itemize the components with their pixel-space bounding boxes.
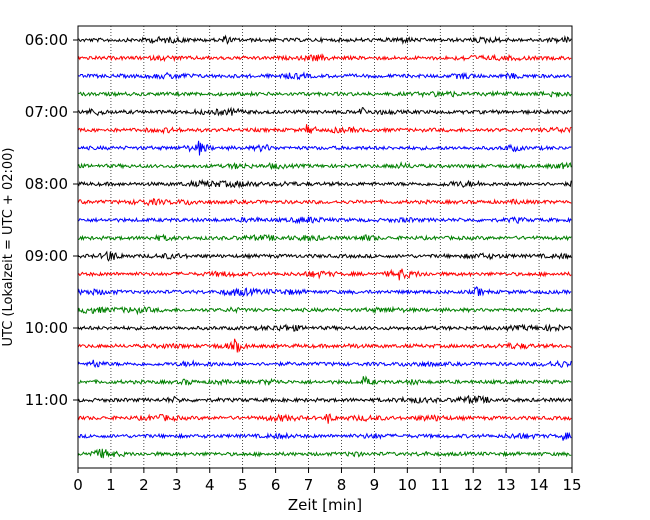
x-axis-label: Zeit [min]: [288, 496, 362, 514]
seismic-trace: [77, 323, 572, 333]
seismic-trace: [77, 216, 572, 225]
seismic-trace: [77, 178, 572, 189]
seismic-trace: [77, 431, 572, 441]
x-tick-label: 2: [139, 476, 149, 494]
seismic-trace: [77, 359, 572, 368]
x-tick-label: 9: [370, 476, 380, 494]
seismic-trace: [77, 106, 572, 117]
seismic-trace: [77, 89, 572, 99]
x-tick-label: 6: [271, 476, 281, 494]
seismic-trace: [77, 375, 572, 387]
seismic-traces: [77, 34, 572, 459]
y-tick-label: 11:00: [25, 391, 68, 409]
seismic-trace: [77, 233, 572, 242]
x-tick-label: 4: [205, 476, 215, 494]
x-tick-label: 13: [497, 476, 516, 494]
x-tick-label: 1: [106, 476, 116, 494]
seismic-trace: [77, 413, 572, 424]
seismic-trace: [77, 198, 572, 207]
x-tick-label: 7: [304, 476, 314, 494]
seismic-trace: [77, 305, 572, 316]
seismic-trace: [77, 140, 572, 156]
y-tick-label: 09:00: [25, 247, 68, 265]
x-axis-ticks: 0 1 2 3 4 5 6 7 8 9 10 11 12 13 14 15: [73, 468, 582, 494]
seismic-trace: [77, 394, 572, 405]
seismic-trace: [77, 53, 572, 63]
seismic-trace: [77, 338, 572, 353]
seismic-trace: [77, 448, 572, 459]
x-tick-label: 0: [73, 476, 83, 494]
plot-frame: [77, 25, 573, 469]
y-axis-ticks: 06:00 07:00 08:00 09:00 10:00 11:00: [25, 31, 78, 409]
x-tick-label: 11: [431, 476, 450, 494]
x-tick-label: 14: [530, 476, 549, 494]
seismic-trace: [77, 34, 572, 45]
seismic-trace: [77, 124, 572, 135]
x-tick-label: 8: [337, 476, 347, 494]
seismic-trace: [77, 161, 572, 171]
y-tick-label: 07:00: [25, 103, 68, 121]
x-tick-label: 5: [238, 476, 248, 494]
y-tick-label: 10:00: [25, 319, 68, 337]
seismic-trace: [77, 250, 572, 262]
seismic-trace: [77, 268, 572, 281]
y-axis-label: UTC (Lokalzeit = UTC + 02:00): [1, 148, 16, 347]
x-tick-label: 12: [464, 476, 483, 494]
y-tick-label: 06:00: [25, 31, 68, 49]
x-tick-label: 3: [172, 476, 182, 494]
y-tick-label: 08:00: [25, 175, 68, 193]
seismic-trace: [77, 71, 572, 81]
x-tick-label: 10: [398, 476, 417, 494]
seismic-trace: [77, 286, 572, 297]
x-tick-label: 15: [562, 476, 581, 494]
